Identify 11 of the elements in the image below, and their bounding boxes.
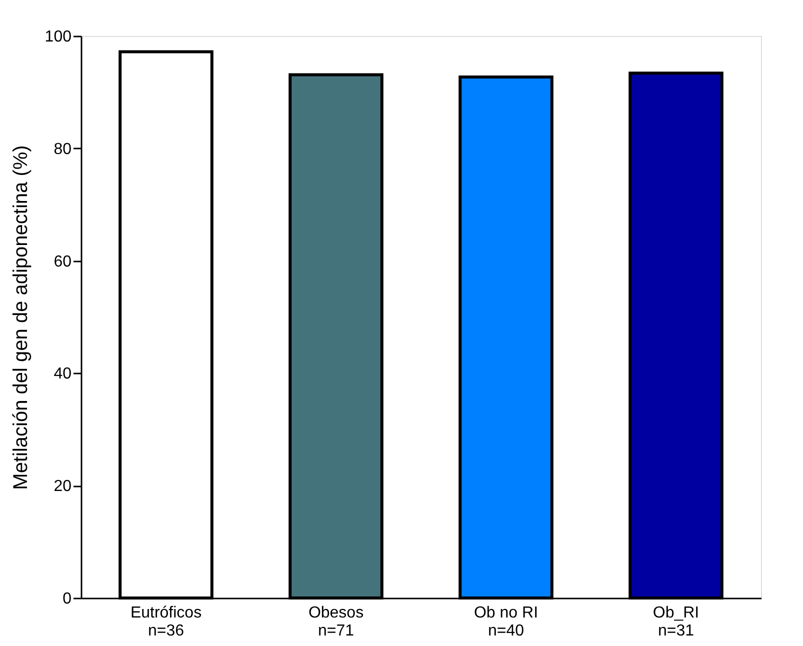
y-tick-label: 20 xyxy=(54,478,72,496)
y-tick-label: 0 xyxy=(62,590,72,608)
y-tick-label: 80 xyxy=(54,140,72,158)
y-tick-label: 100 xyxy=(44,28,72,46)
y-axis-title: Metilación del gen de adiponectina (%) xyxy=(10,145,32,490)
y-tick-label: 40 xyxy=(54,366,72,383)
x-tick-label: Ob_RI n=31 xyxy=(652,604,700,640)
x-tick-label: Eutróficos n=36 xyxy=(130,604,202,640)
x-tick-label: Ob no RI n=40 xyxy=(474,604,538,640)
y-tick-label: 60 xyxy=(54,253,72,270)
x-tick-label: Obesos n=71 xyxy=(308,604,364,640)
